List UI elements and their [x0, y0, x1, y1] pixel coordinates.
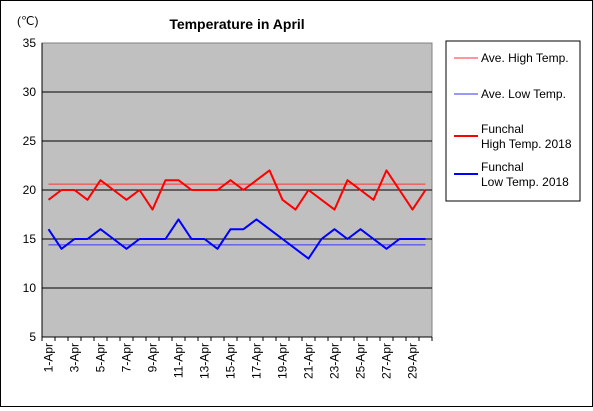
x-tick-label: 21-Apr [302, 343, 316, 379]
x-tick-label: 17-Apr [250, 343, 264, 379]
x-tick-label: 15-Apr [224, 343, 238, 379]
x-tick-label: 25-Apr [354, 343, 368, 379]
series-line-4 [47, 218, 426, 260]
x-tick-label: 27-Apr [380, 343, 394, 379]
x-tick-label: 3-Apr [68, 343, 82, 372]
x-tick-label: 19-Apr [276, 343, 290, 379]
x-tick-label: 7-Apr [120, 343, 134, 372]
unit-label: (℃) [17, 14, 38, 28]
y-tick-label: 35 [23, 36, 37, 50]
y-tick-label: 20 [23, 183, 37, 197]
x-tick-label: 1-Apr [42, 343, 56, 372]
x-tick-label: 23-Apr [328, 343, 342, 379]
legend-label-3: Funchal [481, 122, 524, 136]
legend-label-4: Low Temp. 2018 [481, 175, 569, 189]
y-tick-label: 15 [23, 232, 37, 246]
legend-label-3: High Temp. 2018 [481, 137, 572, 151]
x-tick-label: 29-Apr [406, 343, 420, 379]
y-tick-label: 30 [23, 85, 37, 99]
x-tick-label: 13-Apr [198, 343, 212, 379]
legend-label-2: Ave. Low Temp. [481, 87, 566, 101]
y-tick-label: 5 [29, 330, 36, 344]
chart-title: Temperature in April [169, 16, 304, 32]
series-line-3 [47, 169, 427, 211]
y-tick-label: 25 [23, 134, 37, 148]
y-tick-label: 10 [23, 281, 37, 295]
legend-label-1: Ave. High Temp. [481, 51, 569, 65]
x-tick-label: 9-Apr [146, 343, 160, 372]
x-tick-label: 5-Apr [94, 343, 108, 372]
legend-label-4: Funchal [481, 160, 524, 174]
x-tick-label: 11-Apr [172, 343, 186, 378]
